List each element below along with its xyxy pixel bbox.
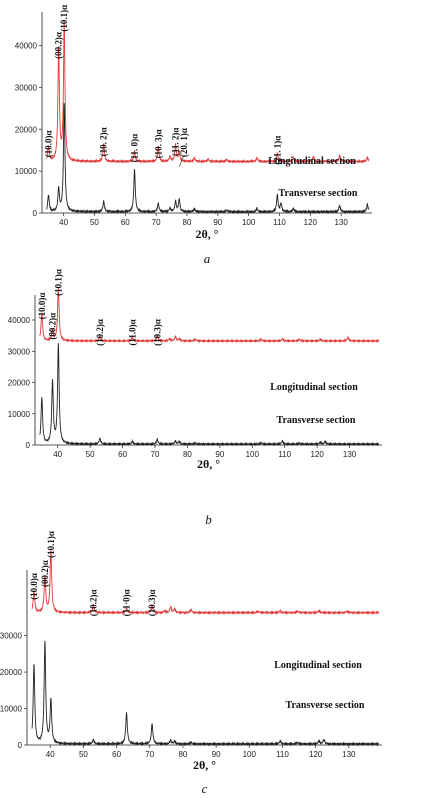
x-tick-label: 50 <box>79 750 88 759</box>
panel-letter: b <box>205 512 212 527</box>
x-tick-label: 90 <box>212 750 221 759</box>
series-line-longitudinal <box>39 287 380 344</box>
y-tick-label: 10000 <box>8 410 31 419</box>
x-tick-label: 90 <box>213 218 222 227</box>
peak-annotation: (10.0)α <box>29 573 39 600</box>
y-tick-label: 10000 <box>15 167 38 176</box>
y-tick-label: 30000 <box>0 632 23 641</box>
x-tick-label: 40 <box>53 450 62 459</box>
series-line-transverse <box>31 640 380 747</box>
x-axis-label: 2θ, ° <box>195 227 218 241</box>
x-tick-label: 80 <box>183 450 192 459</box>
y-tick-label: 20000 <box>15 125 38 134</box>
y-tick-label: 30000 <box>15 83 38 92</box>
peak-annotation: (10.3)α <box>147 589 157 616</box>
x-tick-label: 80 <box>183 218 192 227</box>
series-line-transverse <box>46 102 370 215</box>
x-tick-label: 70 <box>145 750 154 759</box>
series-line-longitudinal <box>31 549 380 616</box>
y-tick-label: 0 <box>26 441 31 450</box>
chart-panel-c: 40 50 60 70 80 90 100 110 120 130 0 10000 20000 30000… <box>0 531 382 796</box>
series-label: Longitudinal section <box>270 382 358 393</box>
x-tick-label: 130 <box>342 750 356 759</box>
x-tick-label: 40 <box>59 218 68 227</box>
peak-annotation: (10.0)α <box>43 131 53 158</box>
x-tick-label: 50 <box>86 450 95 459</box>
series-line-transverse <box>39 343 380 447</box>
x-tick-label: 40 <box>46 750 55 759</box>
x-tick-label: 120 <box>304 218 318 227</box>
peak-annotation: (00.2)α <box>40 560 50 587</box>
x-tick-label: 110 <box>278 450 291 459</box>
x-tick-label: 110 <box>273 218 286 227</box>
x-tick-label: 60 <box>118 450 127 459</box>
peak-annotation: (10.1)α <box>59 5 69 32</box>
peak-annotation: (11. 2)α <box>171 128 181 157</box>
x-tick-label: 90 <box>215 450 224 459</box>
x-tick-label: 100 <box>246 450 260 459</box>
peak-annotation: (00.2)α <box>54 32 64 59</box>
y-tick-label: 20000 <box>8 379 31 388</box>
series-label: Transverse section <box>277 415 356 426</box>
annotation-leader-line <box>178 155 185 168</box>
x-tick-label: 130 <box>343 450 357 459</box>
x-axis-label: 2θ, ° <box>197 457 220 471</box>
series-line-longitudinal <box>46 20 370 165</box>
x-tick-label: 110 <box>276 750 289 759</box>
x-tick-label: 120 <box>309 750 323 759</box>
peak-annotation: (10. 3)α <box>153 129 163 158</box>
peak-annotation: (11.0)α <box>127 319 137 345</box>
peak-annotation: (10.0)α <box>37 293 47 320</box>
x-tick-label: 100 <box>243 750 257 759</box>
y-tick-label: 40000 <box>15 42 38 51</box>
peak-annotation: (20. 1)α <box>179 128 189 157</box>
x-tick-label: 130 <box>334 218 348 227</box>
x-axis-label: 2θ, ° <box>193 758 216 772</box>
peak-annotation: (10.1)α <box>53 269 63 296</box>
peak-annotation: (10. 2)α <box>99 127 109 156</box>
x-tick-label: 100 <box>242 218 256 227</box>
series-label: Transverse section <box>286 700 365 711</box>
series-label: Longitudinal section <box>274 660 362 671</box>
x-tick-label: 80 <box>178 750 187 759</box>
x-tick-label: 60 <box>112 750 121 759</box>
panel-letter: a <box>204 251 211 266</box>
y-tick-label: 30000 <box>8 347 31 356</box>
chart-panel-a: 40 50 60 70 80 90 100 110 120 130 0 10000 20000 30000… <box>15 5 372 266</box>
x-tick-label: 120 <box>310 450 324 459</box>
peak-annotation: (21. 1)α <box>272 136 282 165</box>
peak-annotation: (10.3)α <box>152 319 162 346</box>
chart-panel-b: 40 50 60 70 80 90 100 110 120 130 0 10000 20000 30000… <box>8 269 382 527</box>
panel-letter: c <box>202 781 208 796</box>
y-tick-label: 20000 <box>0 668 23 677</box>
y-tick-label: 10000 <box>0 705 23 714</box>
peak-annotation: (10.2)α <box>88 589 98 616</box>
peak-annotation: (11. 0)α <box>130 134 140 163</box>
series-label: Longitudinal section <box>268 156 356 167</box>
y-tick-label: 40000 <box>8 316 31 325</box>
x-tick-label: 60 <box>121 218 130 227</box>
peak-annotation: (00.2)α <box>48 313 58 340</box>
x-tick-label: 70 <box>151 450 160 459</box>
x-tick-label: 50 <box>90 218 99 227</box>
y-tick-label: 0 <box>18 741 23 750</box>
y-tick-label: 0 <box>33 209 38 218</box>
series-label: Transverse section <box>279 188 358 199</box>
peak-annotation: (10.1)α <box>46 531 56 558</box>
peak-annotation: (10.2)α <box>95 319 105 346</box>
peak-annotation: (11·0)α <box>122 589 132 616</box>
x-tick-label: 70 <box>152 218 161 227</box>
